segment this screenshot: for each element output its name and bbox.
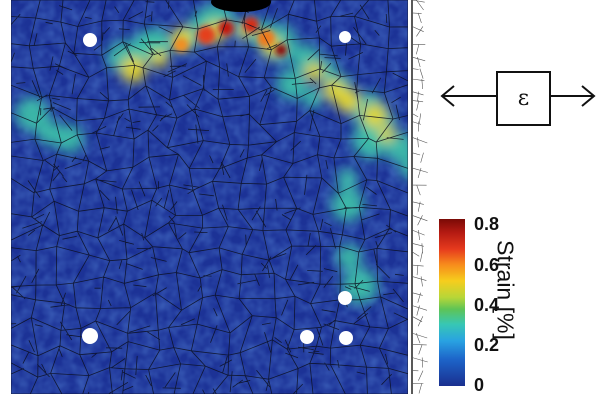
- strain-colorbar: [439, 219, 465, 386]
- colorbar-tick-3: 0.2: [474, 335, 500, 355]
- colorbar-tick-1: 0.6: [474, 255, 500, 275]
- strain-map-image: [11, 0, 408, 394]
- strain-box: [496, 71, 551, 126]
- colorbar-tick-0: 0.8: [474, 214, 500, 234]
- colorbar-tick-4: 0: [474, 375, 485, 395]
- strain-symbol: ε: [517, 86, 530, 111]
- uniaxial-load-diagram: [440, 71, 596, 126]
- grain-edge-strip: [410, 0, 430, 394]
- indenter-tip: [211, 0, 271, 12]
- right-arrowhead: [581, 85, 596, 107]
- colorbar-tick-2: 0.4: [474, 295, 500, 315]
- left-arrowhead: [440, 85, 455, 107]
